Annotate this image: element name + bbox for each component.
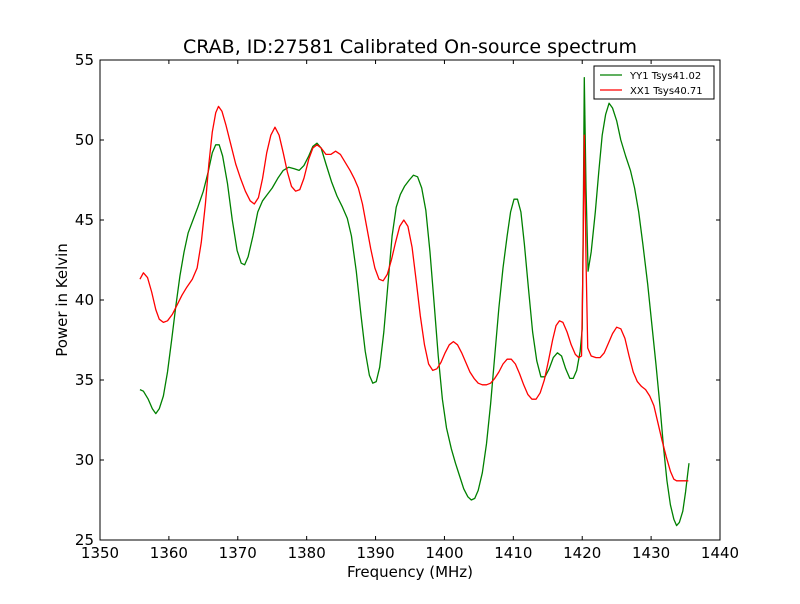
y-tick-label: 30 — [75, 451, 94, 469]
x-axis-label: Frequency (MHz) — [347, 563, 473, 581]
x-tick-label: 1420 — [563, 544, 601, 562]
y-tick-label: 35 — [75, 371, 94, 389]
legend-box — [593, 65, 715, 100]
legend-label-yy1: YY1 Tsys41.02 — [629, 71, 701, 82]
x-tick-label: 1390 — [356, 544, 394, 562]
x-tick-label: 1350 — [81, 544, 119, 562]
y-tick-label: 50 — [75, 131, 94, 149]
series-line-xx1 — [139, 105, 689, 482]
x-tick-label: 1370 — [219, 544, 257, 562]
axis-ticks: 1350 1360 1370 1380 1390 1400 1410 1420 1430 1440… — [75, 51, 739, 562]
x-tick-label: 1400 — [425, 544, 463, 562]
chart-title: CRAB, ID:27581 Calibrated On-source spec… — [183, 36, 637, 58]
legend: YY1 Tsys41.02 XX1 Tsys40.71 — [593, 65, 715, 100]
x-tick-label: 1430 — [632, 544, 670, 562]
y-tick-label: 55 — [75, 51, 94, 69]
y-tick-label: 40 — [75, 291, 94, 309]
plot-area — [139, 76, 690, 527]
series-line-yy1 — [139, 76, 690, 527]
x-tick-label: 1440 — [701, 544, 739, 562]
x-tick-label: 1380 — [288, 544, 326, 562]
x-tick-label: 1360 — [150, 544, 188, 562]
x-tick-label: 1410 — [494, 544, 532, 562]
y-tick-label: 25 — [75, 531, 94, 549]
legend-label-xx1: XX1 Tsys40.71 — [630, 86, 703, 97]
y-tick-label: 45 — [75, 211, 94, 229]
y-axis-label: Power in Kelvin — [53, 243, 71, 357]
